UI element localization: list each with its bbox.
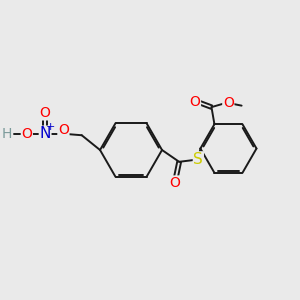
Text: O: O [58, 123, 69, 137]
Text: O: O [223, 96, 234, 110]
Text: O: O [40, 106, 51, 120]
Text: S: S [194, 152, 203, 167]
Text: O: O [190, 95, 200, 109]
Text: N: N [39, 126, 51, 141]
Text: H: H [2, 127, 12, 141]
Text: +: + [45, 122, 55, 132]
Text: O: O [21, 127, 32, 141]
Text: O: O [169, 176, 180, 190]
